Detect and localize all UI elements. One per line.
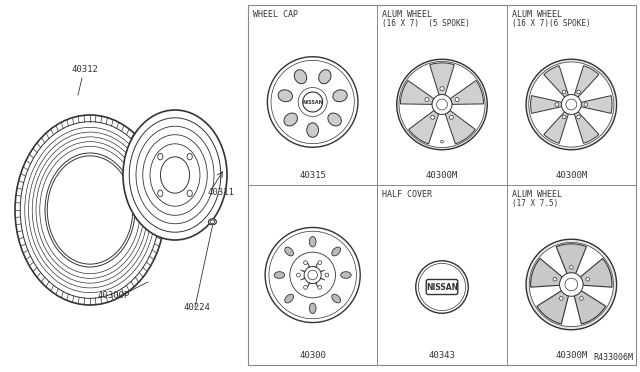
Circle shape [553, 278, 557, 281]
Polygon shape [401, 80, 434, 105]
Polygon shape [308, 263, 312, 271]
Ellipse shape [333, 90, 348, 102]
Polygon shape [308, 279, 312, 287]
Text: (16 X 7)(6 SPOKE): (16 X 7)(6 SPOKE) [511, 19, 590, 28]
Text: (16 X 7)  (5 SPOKE): (16 X 7) (5 SPOKE) [382, 19, 470, 28]
Polygon shape [544, 111, 568, 143]
Circle shape [303, 92, 323, 112]
Text: 40300: 40300 [300, 351, 326, 360]
Ellipse shape [274, 272, 285, 278]
Polygon shape [314, 263, 317, 271]
Circle shape [449, 115, 453, 119]
Circle shape [529, 62, 614, 147]
Circle shape [577, 90, 580, 94]
Circle shape [584, 103, 588, 106]
Polygon shape [580, 259, 612, 287]
Ellipse shape [328, 113, 341, 126]
Text: 40300M: 40300M [426, 171, 458, 180]
Polygon shape [574, 65, 599, 98]
Polygon shape [445, 110, 476, 144]
Circle shape [526, 239, 616, 330]
Polygon shape [580, 96, 612, 113]
Text: 40300M: 40300M [556, 351, 588, 360]
Ellipse shape [309, 237, 316, 247]
Circle shape [455, 97, 459, 102]
Ellipse shape [209, 219, 216, 225]
Polygon shape [531, 96, 563, 113]
Circle shape [563, 90, 566, 94]
Circle shape [555, 103, 559, 106]
Ellipse shape [309, 303, 316, 314]
Circle shape [397, 59, 487, 150]
Ellipse shape [332, 294, 340, 303]
Circle shape [561, 94, 581, 115]
Polygon shape [574, 111, 599, 143]
Text: ALUM WHEEL: ALUM WHEEL [382, 10, 433, 19]
Ellipse shape [284, 113, 298, 126]
Text: 40312: 40312 [72, 65, 99, 74]
Bar [248, 5, 636, 365]
Ellipse shape [294, 70, 307, 84]
Polygon shape [537, 291, 568, 324]
Circle shape [529, 243, 613, 327]
Text: WHEEL CAP: WHEEL CAP [253, 10, 298, 19]
Circle shape [563, 115, 566, 119]
Ellipse shape [307, 123, 319, 137]
Text: 40343: 40343 [429, 351, 456, 360]
Polygon shape [574, 291, 606, 324]
Text: NISSAN: NISSAN [302, 99, 323, 105]
Circle shape [559, 296, 563, 300]
Polygon shape [531, 259, 563, 287]
Polygon shape [317, 270, 325, 274]
Polygon shape [317, 276, 325, 280]
Polygon shape [300, 276, 308, 280]
FancyBboxPatch shape [426, 279, 458, 295]
Circle shape [577, 115, 580, 119]
Polygon shape [429, 63, 454, 95]
Ellipse shape [123, 110, 227, 240]
Ellipse shape [285, 247, 294, 256]
Text: ALUM WHEEL: ALUM WHEEL [511, 190, 562, 199]
Circle shape [399, 61, 485, 148]
Polygon shape [300, 270, 308, 274]
Text: (17 X 7.5): (17 X 7.5) [511, 199, 558, 208]
Text: ALUM WHEEL: ALUM WHEEL [511, 10, 562, 19]
Circle shape [586, 278, 589, 281]
Ellipse shape [285, 294, 294, 303]
Polygon shape [314, 279, 317, 287]
Circle shape [425, 97, 429, 102]
Polygon shape [556, 244, 586, 274]
Text: 40300M: 40300M [556, 171, 588, 180]
Ellipse shape [278, 90, 292, 102]
Circle shape [580, 296, 583, 300]
Polygon shape [450, 80, 484, 105]
Circle shape [526, 59, 616, 150]
Circle shape [559, 273, 583, 296]
Polygon shape [409, 110, 439, 144]
Ellipse shape [332, 247, 340, 256]
Circle shape [432, 94, 452, 115]
Ellipse shape [319, 70, 331, 84]
Text: 40315: 40315 [300, 171, 326, 180]
Circle shape [570, 266, 573, 269]
Text: 40224: 40224 [183, 303, 210, 312]
Circle shape [304, 266, 321, 283]
Text: R433006M: R433006M [593, 353, 633, 362]
Bar [0, 0, 248, 372]
Circle shape [440, 87, 444, 91]
Ellipse shape [340, 272, 351, 278]
Polygon shape [544, 65, 568, 98]
Text: NISSAN: NISSAN [426, 282, 458, 292]
Text: 40311: 40311 [207, 188, 234, 197]
Circle shape [431, 115, 435, 119]
Text: 40300P: 40300P [98, 291, 131, 300]
Text: HALF COVER: HALF COVER [382, 190, 433, 199]
